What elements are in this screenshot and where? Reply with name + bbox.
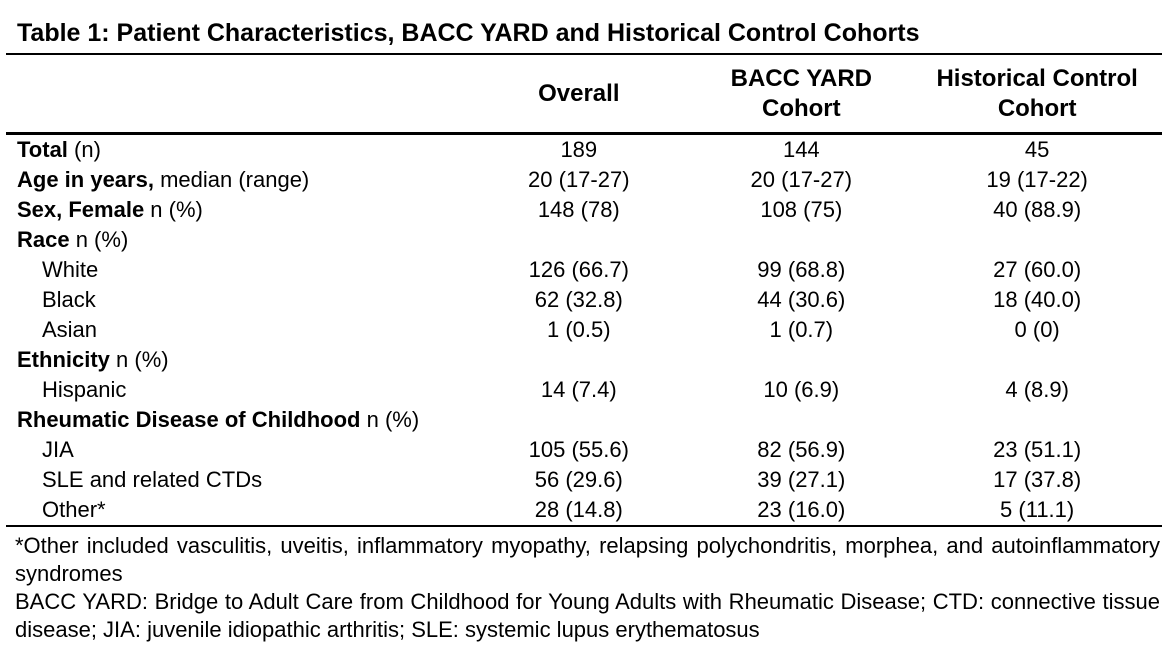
table-row: Rheumatic Disease of Childhood n (%) xyxy=(6,405,1162,435)
table-row: White 126 (66.7) 99 (68.8) 27 (60.0) xyxy=(6,255,1162,285)
table-row: Hispanic 14 (7.4) 10 (6.9) 4 (8.9) xyxy=(6,375,1162,405)
cell-value xyxy=(690,345,912,375)
row-label: JIA xyxy=(42,437,74,462)
row-label-bold-text: Race xyxy=(17,227,70,252)
cell-value: 82 (56.9) xyxy=(757,437,846,462)
cell-value xyxy=(690,405,912,435)
column-header-label: BACC YARD Cohort xyxy=(730,65,872,122)
row-label: SLE and related CTDs xyxy=(42,467,263,492)
cell-value: 20 (17-27) xyxy=(528,167,630,192)
cell-value: 40 (88.9) xyxy=(993,197,1082,222)
cell-value: 56 (29.6) xyxy=(534,467,623,492)
cell-value xyxy=(467,345,690,375)
cell-value: 27 (60.0) xyxy=(993,257,1082,282)
cell-value: 18 (40.0) xyxy=(993,287,1082,312)
row-label: Ethnicity n (%) xyxy=(17,347,169,372)
column-header-label: Historical Control Cohort xyxy=(936,65,1138,122)
cell-value: 144 xyxy=(782,137,820,162)
footnote-other-definition: *Other included vasculitis, uveitis, inf… xyxy=(15,533,1160,586)
cell-value: 45 xyxy=(1024,137,1050,162)
cell-value: 189 xyxy=(560,137,598,162)
cell-value: 5 (11.1) xyxy=(1000,497,1075,522)
row-label: Other* xyxy=(42,497,106,522)
column-header-overall: Overall xyxy=(467,55,691,135)
cell-value xyxy=(690,225,912,255)
cell-value xyxy=(912,405,1162,435)
column-header-bacc-yard-cohort: BACC YARD Cohort xyxy=(690,55,913,135)
row-label-bold-text: Sex, Female xyxy=(17,197,145,222)
cell-value: 126 (66.7) xyxy=(528,257,629,282)
cell-value: 1 (0.5) xyxy=(547,317,611,342)
row-label: Rheumatic Disease of Childhood n (%) xyxy=(17,407,420,432)
cell-value: 1 (0.7) xyxy=(769,317,834,342)
cell-value: 105 (55.6) xyxy=(528,437,629,462)
table-row: Total (n) 189 144 45 xyxy=(6,134,1162,166)
cell-value: 39 (27.1) xyxy=(757,467,846,492)
cell-value: 99 (68.8) xyxy=(757,257,846,282)
table-row: SLE and related CTDs 56 (29.6) 39 (27.1) 17… xyxy=(6,465,1162,495)
cell-value: 23 (16.0) xyxy=(757,497,846,522)
cell-value: 14 (7.4) xyxy=(540,377,617,402)
cell-value xyxy=(912,225,1162,255)
cell-value: 4 (8.9) xyxy=(1005,377,1069,402)
table-title: Table 1: Patient Characteristics, BACC Y… xyxy=(6,0,1162,55)
table-row: Sex, Female n (%) 148 (78) 108 (75) 40 (88.… xyxy=(6,195,1162,225)
cell-value: 62 (32.8) xyxy=(534,287,623,312)
cell-value: 17 (37.8) xyxy=(993,467,1082,492)
row-label: Asian xyxy=(42,317,98,342)
footnotes: *Other included vasculitis, uveitis, inf… xyxy=(6,527,1162,644)
table-body: Total (n) 189 144 45 Age in years, median (r… xyxy=(6,134,1162,527)
table-row: Other* 28 (14.8) 23 (16.0) 5 (11.1) xyxy=(6,495,1162,526)
cell-value: 28 (14.8) xyxy=(534,497,623,522)
cell-value: 10 (6.9) xyxy=(763,377,840,402)
row-label: Black xyxy=(42,287,96,312)
page: Table 1: Patient Characteristics, BACC Y… xyxy=(6,0,1162,644)
row-label: Race n (%) xyxy=(17,227,129,252)
patient-characteristics-table: Overall BACC YARD Cohort Historical Contro… xyxy=(6,55,1162,527)
row-label: Age in years, median (range) xyxy=(17,167,310,192)
row-label-bold-text: Age in years, xyxy=(17,167,154,192)
cell-value: 20 (17-27) xyxy=(750,167,853,192)
row-label-bold-text: Ethnicity xyxy=(17,347,110,372)
cell-value xyxy=(912,345,1162,375)
cell-value: 44 (30.6) xyxy=(757,287,846,312)
table-row: Age in years, median (range) 20 (17-27) 20… xyxy=(6,165,1162,195)
header-row: Overall BACC YARD Cohort Historical Contro… xyxy=(6,55,1162,135)
table-row: Black 62 (32.8) 44 (30.6) 18 (40.0) xyxy=(6,285,1162,315)
row-label-bold-text: Rheumatic Disease of Childhood xyxy=(17,407,361,432)
cell-value xyxy=(467,405,690,435)
column-header-historical-control-cohort: Historical Control Cohort xyxy=(912,55,1162,135)
row-label: White xyxy=(42,257,99,282)
row-label-header xyxy=(6,55,468,135)
row-label: Sex, Female n (%) xyxy=(17,197,203,222)
column-header-label: Overall xyxy=(538,80,620,107)
cell-value: 108 (75) xyxy=(760,197,843,222)
cell-value: 148 (78) xyxy=(537,197,620,222)
cell-value: 19 (17-22) xyxy=(986,167,1088,192)
table-row: JIA 105 (55.6) 82 (56.9) 23 (51.1) xyxy=(6,435,1162,465)
cell-value xyxy=(467,225,690,255)
row-label: Hispanic xyxy=(42,377,127,402)
row-label: Total (n) xyxy=(17,137,101,162)
cell-value: 0 (0) xyxy=(1014,317,1060,342)
table-row: Asian 1 (0.5) 1 (0.7) 0 (0) xyxy=(6,315,1162,345)
row-label-bold-text: Total xyxy=(17,137,68,162)
footnote-abbreviations: BACC YARD: Bridge to Adult Care from Chi… xyxy=(15,589,1160,642)
cell-value: 23 (51.1) xyxy=(993,437,1082,462)
table-row: Race n (%) xyxy=(6,225,1162,255)
table-row: Ethnicity n (%) xyxy=(6,345,1162,375)
